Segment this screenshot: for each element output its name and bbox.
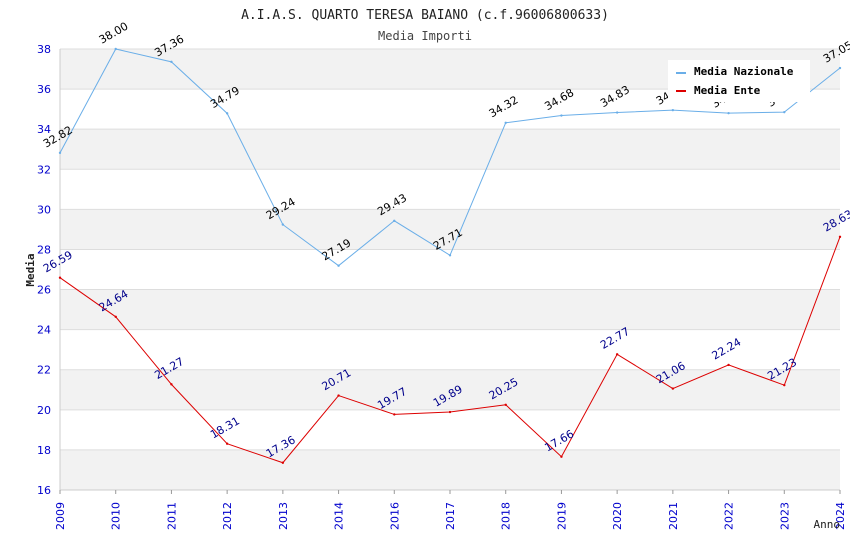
y-tick-label: 16 (37, 484, 51, 497)
data-point (114, 315, 117, 319)
data-point (560, 114, 563, 117)
y-tick-label: 28 (37, 243, 51, 256)
data-label: 18.31 (208, 414, 242, 441)
data-point (504, 403, 507, 407)
data-point (783, 110, 786, 114)
data-label: 34.68 (542, 86, 576, 113)
x-tick-label: 2010 (110, 502, 123, 530)
data-point (448, 410, 452, 414)
y-tick-label: 20 (37, 404, 51, 417)
data-point (281, 223, 285, 226)
plot-band (60, 289, 840, 330)
plot-band (60, 369, 840, 410)
chart-subtitle: Media Importi (378, 29, 472, 43)
x-tick-label: 2021 (667, 502, 680, 530)
x-tick-label: 2011 (165, 502, 178, 530)
data-point (170, 60, 173, 64)
data-point (170, 383, 173, 386)
data-point (671, 387, 675, 390)
y-tick-label: 38 (37, 43, 51, 56)
series-lines (58, 47, 842, 464)
data-point (838, 66, 842, 70)
legend: Media Nazionale Media Ente (668, 60, 810, 102)
y-tick-label: 18 (37, 444, 51, 457)
x-tick-label: 2016 (388, 502, 401, 530)
data-point (448, 254, 452, 257)
x-tick-label: 2017 (444, 502, 457, 530)
plot-band (60, 129, 840, 170)
y-tick-label: 30 (37, 203, 51, 216)
data-point (393, 219, 396, 222)
plot-band (60, 449, 840, 490)
data-label: 34.32 (487, 93, 521, 120)
data-point (337, 264, 340, 267)
y-tick-label: 36 (37, 83, 51, 96)
x-tick-label: 2022 (723, 502, 736, 530)
data-point (225, 442, 229, 445)
y-axis-ticks: 16 18 20 22 24 26 28 30 32 34 36 38 (37, 43, 51, 497)
legend-label-ente: Media Ente (694, 84, 761, 97)
data-point (114, 47, 117, 51)
data-point (58, 151, 62, 155)
x-tick-label: 2020 (611, 502, 624, 530)
chart-title: A.I.A.S. QUARTO TERESA BAIANO (c.f.96006… (241, 8, 609, 23)
x-axis-label: Anno (814, 518, 841, 531)
x-tick-label: 2014 (333, 502, 346, 530)
plot-band (60, 209, 840, 250)
x-tick-label: 2024 (834, 502, 847, 530)
data-label: 38.00 (97, 20, 131, 47)
data-point (615, 353, 619, 356)
y-tick-label: 34 (37, 123, 51, 136)
x-tick-label: 2019 (555, 502, 568, 530)
data-point (838, 235, 842, 239)
data-point (727, 111, 730, 115)
y-tick-label: 32 (37, 163, 51, 176)
x-tick-label: 2013 (277, 502, 290, 530)
legend-label-nazionale: Media Nazionale (694, 65, 794, 78)
data-point (783, 383, 786, 387)
data-point (560, 455, 563, 458)
plot-bands (60, 49, 840, 490)
gridlines (60, 48, 840, 491)
data-point (615, 111, 619, 114)
data-point (281, 461, 285, 464)
data-point (727, 363, 730, 367)
data-point (225, 112, 229, 115)
x-tick-label: 2018 (500, 502, 513, 530)
y-axis-label: Media (24, 253, 37, 286)
data-point (58, 276, 62, 279)
data-point (504, 121, 507, 124)
x-tick-label: 2012 (221, 502, 234, 530)
x-tick-label: 2009 (54, 502, 67, 530)
y-tick-label: 24 (37, 324, 51, 337)
data-label: 22.24 (710, 336, 744, 363)
data-point (393, 413, 396, 416)
legend-box (668, 60, 810, 102)
y-tick-label: 26 (37, 284, 51, 297)
x-tick-label: 2023 (778, 502, 791, 530)
y-tick-label: 22 (37, 364, 51, 377)
data-point (337, 394, 340, 397)
x-axis-ticks: 2009 2010 2011 2012 2013 2014 2016 2017 2018 2019… (54, 490, 847, 530)
data-point (671, 108, 675, 112)
